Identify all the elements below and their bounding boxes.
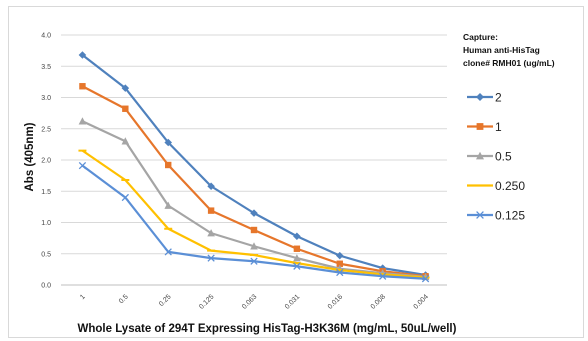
legend-label: 1	[495, 120, 502, 134]
data-point	[78, 117, 87, 125]
x-tick-labels: 1 0.5 0.25 0.125 0.063 0.031 0.016 0.008 0.004	[79, 293, 430, 310]
y-tick-label: 1.5	[41, 189, 51, 196]
data-point	[293, 262, 301, 270]
series-0.5	[78, 117, 430, 281]
x-tick-label: 0.031	[284, 293, 301, 310]
y-tick-label: 3.0	[41, 95, 51, 102]
data-point	[476, 123, 484, 130]
x-tick-label: 0.016	[327, 293, 344, 310]
y-tick-label: 0.5	[41, 251, 51, 258]
legend-label: 0.250	[495, 179, 525, 193]
x-tick-label: 0.004	[413, 293, 430, 310]
x-tick-label: 0.063	[241, 293, 258, 310]
data-point	[207, 207, 215, 214]
legend-label: 2	[495, 91, 502, 105]
legend-title-line-2: Human anti-HisTag	[463, 45, 540, 55]
data-point	[250, 226, 258, 234]
legend-label: 0.125	[495, 209, 525, 223]
legend-item: 2	[467, 91, 502, 105]
data-point	[476, 93, 484, 101]
data-point	[476, 211, 484, 219]
data-point	[122, 105, 129, 112]
series-2	[78, 51, 430, 279]
data-point	[293, 254, 301, 262]
data-point	[79, 83, 86, 90]
data-point	[207, 182, 215, 191]
data-point	[78, 51, 87, 59]
gridlines	[61, 34, 447, 286]
x-tick-label: 0.008	[370, 293, 387, 310]
data-point	[335, 251, 344, 260]
x-axis-title: Whole Lysate of 294T Expressing HisTag-H…	[78, 323, 457, 335]
data-point	[379, 272, 387, 280]
legend-item: 0.125	[467, 209, 525, 223]
data-point	[250, 209, 258, 217]
legend: Capture: Human anti-HisTag clone# RMH01 …	[463, 32, 555, 223]
data-point	[293, 232, 301, 241]
y-tick-label: 2.5	[41, 126, 51, 133]
y-tick-label: 4.0	[41, 33, 51, 40]
data-point	[207, 254, 215, 262]
series-line	[81, 54, 426, 277]
legend-item: 0.5	[467, 150, 512, 164]
series-lines	[78, 51, 430, 283]
series-1	[79, 83, 429, 280]
legend-item: 0.250	[467, 179, 525, 193]
data-point	[121, 84, 130, 92]
y-tick-label: 1.0	[41, 220, 51, 227]
series-0.125	[78, 161, 430, 283]
legend-label: 0.5	[495, 150, 512, 164]
data-point	[165, 161, 172, 169]
x-tick-label: 0.125	[198, 293, 215, 310]
data-point	[293, 245, 301, 252]
y-tick-label: 3.5	[41, 64, 51, 71]
data-point	[121, 193, 129, 202]
data-point	[207, 229, 215, 237]
data-point	[78, 161, 87, 170]
y-tick-label: 2.0	[41, 158, 51, 165]
legend-title-line-1: Capture:	[463, 32, 498, 42]
data-point	[121, 137, 130, 145]
line-chart: 0.0 0.5 1.0 1.5 2.0 2.5 3.0 3.5 4.0 1 0.5 0.25 0.12…	[24, 32, 555, 335]
data-point	[336, 268, 344, 277]
legend-title-line-3: clone# RMH01 (ug/mL)	[463, 58, 555, 68]
chart-frame: 0.0 0.5 1.0 1.5 2.0 2.5 3.0 3.5 4.0 1 0.5 0.25 0.12…	[8, 6, 584, 338]
data-point	[336, 260, 343, 267]
data-point	[421, 275, 430, 283]
x-tick-label: 1	[79, 293, 87, 301]
data-point	[164, 138, 173, 147]
legend-items: 2 1 0.5 0.250 0.125	[467, 91, 525, 223]
y-tick-label: 0.0	[41, 283, 51, 290]
data-point	[164, 201, 173, 209]
x-tick-label: 0.25	[158, 293, 173, 308]
data-point	[476, 151, 484, 160]
data-point	[250, 257, 258, 265]
x-tick-label: 0.5	[118, 293, 130, 305]
data-point	[250, 242, 258, 250]
y-axis-title: Abs (405nm)	[24, 122, 36, 191]
y-tick-labels: 0.0 0.5 1.0 1.5 2.0 2.5 3.0 3.5 4.0	[41, 33, 51, 290]
data-point	[164, 248, 172, 256]
legend-item: 1	[467, 120, 502, 134]
